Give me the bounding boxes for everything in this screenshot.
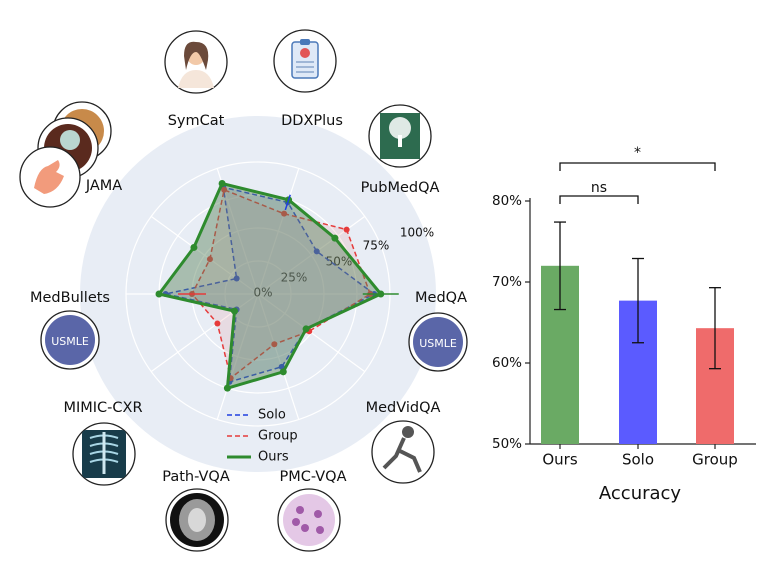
histology-cell xyxy=(301,524,309,532)
y-tick-label: 70% xyxy=(492,274,522,290)
symcat-hair xyxy=(184,41,209,70)
significance-bracket xyxy=(559,162,716,171)
radial-tick-label: 75% xyxy=(363,239,390,253)
histology-cell xyxy=(316,526,324,534)
x-tick-label-solo: Solo xyxy=(622,451,654,469)
radar-spoke xyxy=(257,168,300,295)
histology-slide xyxy=(283,494,335,546)
legend-label-solo: Solo xyxy=(258,408,286,423)
y-tick-label: 60% xyxy=(492,355,522,371)
axis-label-symcat: SymCat xyxy=(168,113,225,129)
radar-spoke xyxy=(150,215,259,295)
person-body xyxy=(382,437,422,473)
axis-label-jama: JAMA xyxy=(85,178,122,194)
radar-spoke xyxy=(150,293,259,373)
radar-error-bar xyxy=(284,194,291,211)
significance-label: * xyxy=(634,145,641,161)
significance-bracket xyxy=(559,195,639,204)
usmle-text: USMLE xyxy=(51,335,89,348)
y-tick-label: 50% xyxy=(492,436,522,452)
series-solo-line xyxy=(165,186,376,383)
jama-hand xyxy=(34,160,64,194)
radar-spoke xyxy=(216,293,259,420)
usmle-badge xyxy=(413,317,463,367)
x-tick-label-ours: Ours xyxy=(542,451,577,469)
radial-tick-label: 25% xyxy=(281,271,308,285)
legend: Solo Group Ours xyxy=(227,408,298,465)
radar-chart: 0% 25% 50% 75% 100% MedQA PubMedQA DDXPlus SymCa… xyxy=(30,113,467,485)
legend-label-group: Group xyxy=(258,429,298,444)
series-ours-point xyxy=(231,307,239,315)
legend-label-ours: Ours xyxy=(258,450,289,465)
radial-tick-label: 0% xyxy=(253,286,272,300)
radial-tick-label: 100% xyxy=(400,226,434,240)
series-ours-point xyxy=(302,325,310,333)
x-tick-label-group: Group xyxy=(692,451,738,469)
axis-label-mimiccxr: MIMIC-CXR xyxy=(63,400,142,416)
series-solo-point xyxy=(233,275,240,282)
histology-cell xyxy=(314,510,322,518)
series-ours-point xyxy=(279,368,287,376)
bar-chart: 50% 60% 70% 80% Ours Solo Group Accuracy ns * xyxy=(492,145,756,504)
series-ours-point xyxy=(223,384,231,392)
series-ours-point xyxy=(155,290,163,298)
histology-cell xyxy=(292,518,300,526)
series-group-point xyxy=(271,341,278,348)
series-ours-point xyxy=(190,243,198,251)
usmle-text: USMLE xyxy=(419,337,457,350)
symcat-body xyxy=(178,70,214,88)
series-group-point xyxy=(206,256,213,263)
clipboard-clip xyxy=(300,39,310,45)
axis-label-medvidqa: MedVidQA xyxy=(366,400,441,416)
radial-tick-label: 50% xyxy=(326,255,353,269)
histology-cell xyxy=(296,506,304,514)
axis-label-pubmedqa: PubMedQA xyxy=(361,180,440,196)
significance-label: ns xyxy=(591,180,607,196)
radar-spoke xyxy=(257,293,300,420)
usmle-badge xyxy=(45,315,95,365)
series-solo-point xyxy=(313,248,320,255)
series-group-point xyxy=(221,186,228,193)
axis-label-medqa: MedQA xyxy=(415,290,467,306)
axis-label-medbullets: MedBullets xyxy=(30,290,110,306)
mri-center xyxy=(188,508,206,532)
series-group-point xyxy=(281,210,288,217)
series-solo-point xyxy=(278,363,285,370)
bar-x-axis-label: Accuracy xyxy=(599,483,682,504)
series-group-point xyxy=(214,320,221,327)
series-ours-point xyxy=(218,180,226,188)
axis-label-pathvqa: Path-VQA xyxy=(162,469,230,485)
mesh-trunk xyxy=(398,135,402,147)
mesh-tree xyxy=(389,117,411,139)
series-ours-point xyxy=(331,234,339,242)
series-group-point xyxy=(343,226,350,233)
axis-label-pmcvqa: PMC-VQA xyxy=(279,469,346,485)
person-head xyxy=(402,426,414,438)
jama-photo-detail xyxy=(60,130,80,150)
clipboard-cross xyxy=(300,48,310,58)
dataset-icons: USMLE USMLE xyxy=(19,29,468,552)
axis-label-ddxplus: DDXPlus xyxy=(281,113,343,129)
y-tick-label: 80% xyxy=(492,193,522,209)
